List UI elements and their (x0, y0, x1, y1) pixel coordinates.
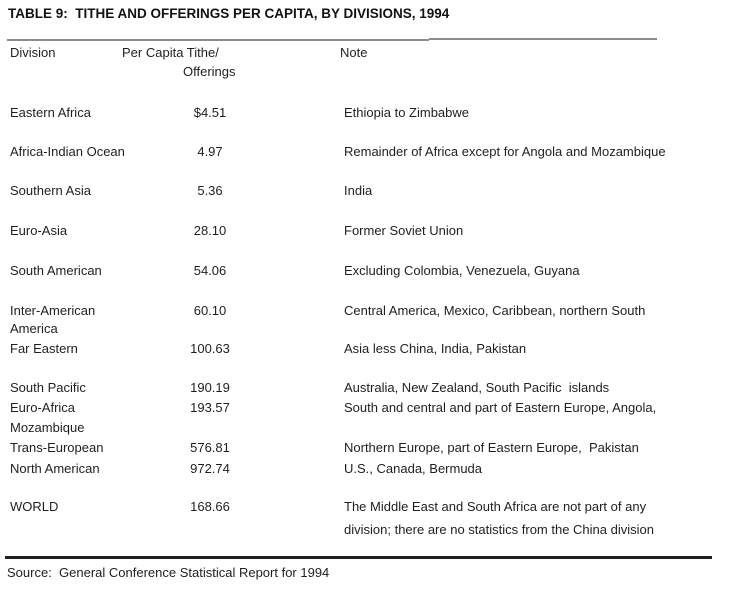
note-cell: U.S., Canada, Bermuda (344, 461, 483, 476)
table-row-world-note-continuation: division; there are no statistics from t… (0, 522, 730, 541)
table-title: TABLE 9: TITHE AND OFFERINGS PER CAPITA,… (8, 6, 450, 21)
note-cell: The Middle East and South Africa are not… (344, 499, 647, 514)
division-cell: Inter-American (10, 303, 96, 318)
note-cell: India (344, 183, 373, 198)
header-note: Note (340, 45, 368, 60)
header-per-capita-line2: Offerings (183, 64, 236, 79)
top-rule-left-segment (7, 39, 429, 41)
table-row-north-american: North American 972.74 U.S., Canada, Berm… (0, 461, 730, 480)
table-row-world: WORLD 168.66 The Middle East and South A… (0, 499, 730, 518)
header-per-capita-line1: Per Capita Tithe/ (122, 45, 219, 60)
value-cell: 28.10 (193, 223, 227, 238)
division-cell: Far Eastern (10, 341, 78, 356)
table-row-euro-asia: Euro-Asia 28.10 Former Soviet Union (0, 223, 730, 242)
bottom-rule (5, 556, 712, 559)
value-cell: 5.36 (197, 183, 223, 198)
division-continuation-cell: America (10, 321, 58, 336)
table-row-euro-africa-continuation: Mozambique (0, 420, 730, 439)
division-cell: South American (10, 263, 102, 278)
value-cell: 4.97 (197, 144, 223, 159)
table-row-inter-american-continuation: America (0, 321, 730, 340)
division-cell: South Pacific (10, 380, 86, 395)
note-cell: Former Soviet Union (344, 223, 464, 238)
note-cell: Central America, Mexico, Caribbean, nort… (344, 303, 646, 318)
value-cell: 972.74 (190, 461, 230, 476)
source-note: Source: General Conference Statistical R… (7, 565, 330, 580)
division-cell: WORLD (10, 499, 59, 514)
division-cell: Southern Asia (10, 183, 91, 198)
value-cell: 190.19 (190, 380, 230, 395)
note-continuation-cell: division; there are no statistics from t… (344, 522, 654, 537)
value-cell: 193.57 (190, 400, 230, 415)
division-cell: Euro-Asia (10, 223, 68, 238)
value-cell: 100.63 (190, 341, 230, 356)
note-cell: Australia, New Zealand, South Pacific is… (344, 380, 610, 395)
table-header-row-2: Offerings (0, 64, 730, 83)
value-cell: 54.06 (193, 263, 227, 278)
note-cell: Asia less China, India, Pakistan (344, 341, 527, 356)
division-cell: Euro-Africa (10, 400, 76, 415)
note-cell: Northern Europe, part of Eastern Europe,… (344, 440, 639, 455)
division-cell: Africa-Indian Ocean (10, 144, 125, 159)
value-cell: 60.10 (193, 303, 227, 318)
division-cell: Trans-European (10, 440, 104, 455)
table-row-south-pacific: South Pacific 190.19 Australia, New Zeal… (0, 380, 730, 399)
note-cell: South and central and part of Eastern Eu… (344, 400, 657, 415)
division-continuation-cell: Mozambique (10, 420, 85, 435)
value-cell: 168.66 (190, 499, 230, 514)
value-cell: 576.81 (190, 440, 230, 455)
table-row-trans-european: Trans-European 576.81 Northern Europe, p… (0, 440, 730, 459)
table-header-row: Division Per Capita Tithe/ Note (0, 45, 730, 64)
note-cell: Ethiopia to Zimbabwe (344, 105, 470, 120)
division-cell: Eastern Africa (10, 105, 91, 120)
value-cell: $4.51 (193, 105, 227, 120)
table-row-eastern-africa: Eastern Africa $4.51 Ethiopia to Zimbabw… (0, 105, 730, 124)
table-row-euro-africa: Euro-Africa 193.57 South and central and… (0, 400, 730, 419)
division-cell: North American (10, 461, 100, 476)
table-row-inter-american: Inter-American 60.10 Central America, Me… (0, 303, 730, 322)
table-row-south-american: South American 54.06 Excluding Colombia,… (0, 263, 730, 282)
top-rule-right-segment (429, 38, 657, 40)
note-cell: Excluding Colombia, Venezuela, Guyana (344, 263, 580, 278)
table-row-southern-asia: Southern Asia 5.36 India (0, 183, 730, 202)
note-cell: Remainder of Africa except for Angola an… (344, 144, 666, 159)
table-row-africa-indian-ocean: Africa-Indian Ocean 4.97 Remainder of Af… (0, 144, 730, 163)
header-division: Division (10, 45, 56, 60)
table-row-far-eastern: Far Eastern 100.63 Asia less China, Indi… (0, 341, 730, 360)
